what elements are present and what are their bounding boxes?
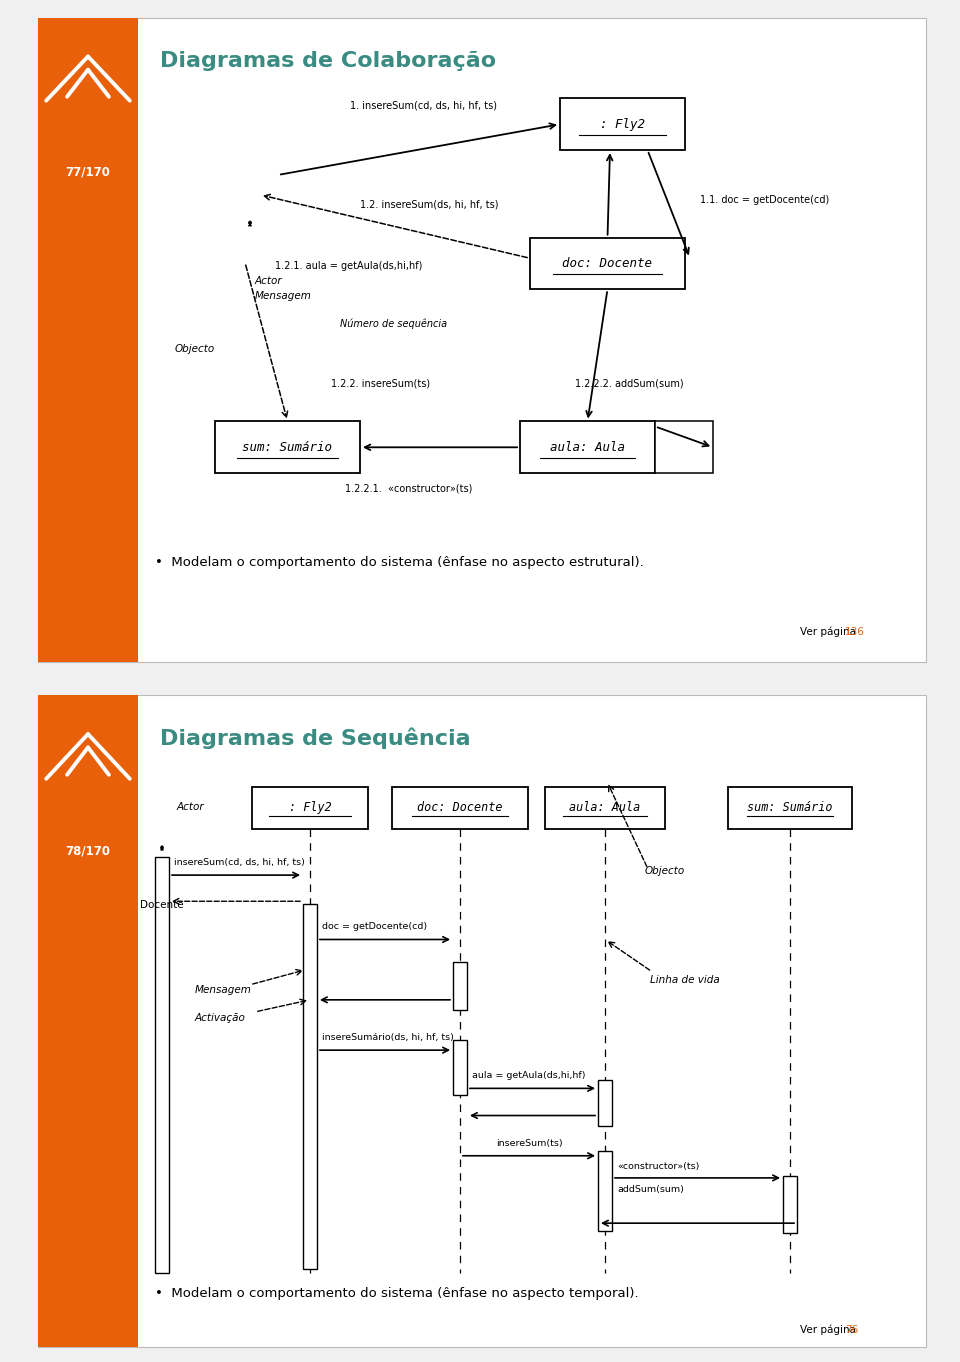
Text: Ver página: Ver página <box>800 1325 859 1335</box>
Text: 77/170: 77/170 <box>65 165 110 178</box>
Text: sum: Sumário: sum: Sumário <box>747 801 832 814</box>
FancyBboxPatch shape <box>38 18 138 662</box>
Text: sum: Sumário: sum: Sumário <box>243 441 332 454</box>
FancyBboxPatch shape <box>530 237 685 289</box>
Text: 1.2.2.2. addSum(sum): 1.2.2.2. addSum(sum) <box>575 379 684 388</box>
FancyBboxPatch shape <box>453 1041 467 1095</box>
Text: insereSum(cd, ds, hi, hf, ts): insereSum(cd, ds, hi, hf, ts) <box>174 858 305 868</box>
Text: 1.2.1. aula = getAula(ds,hi,hf): 1.2.1. aula = getAula(ds,hi,hf) <box>275 262 422 271</box>
Text: Ver página: Ver página <box>800 627 859 637</box>
Text: insereSum(ts): insereSum(ts) <box>495 1139 563 1148</box>
Text: 1.1. doc = getDocente(cd): 1.1. doc = getDocente(cd) <box>700 195 829 204</box>
Text: Objecto: Objecto <box>645 866 685 876</box>
Text: Activação: Activação <box>195 1013 246 1023</box>
FancyBboxPatch shape <box>545 787 665 829</box>
FancyBboxPatch shape <box>560 98 685 150</box>
FancyBboxPatch shape <box>598 1080 612 1125</box>
FancyBboxPatch shape <box>655 421 713 473</box>
Text: Docente: Docente <box>140 900 183 910</box>
FancyBboxPatch shape <box>728 787 852 829</box>
Text: insereSumário(ds, hi, hf, ts): insereSumário(ds, hi, hf, ts) <box>322 1034 454 1042</box>
Text: : Fly2: : Fly2 <box>600 117 645 131</box>
FancyBboxPatch shape <box>783 1175 797 1233</box>
Text: 76: 76 <box>845 1325 858 1335</box>
FancyBboxPatch shape <box>520 421 655 473</box>
Text: Número de sequência: Número de sequência <box>340 319 447 330</box>
Text: Objecto: Objecto <box>175 343 215 354</box>
Text: addSum(sum): addSum(sum) <box>617 1185 684 1194</box>
Text: 1.2. insereSum(ds, hi, hf, ts): 1.2. insereSum(ds, hi, hf, ts) <box>360 200 498 210</box>
Text: Diagramas de Colaboração: Diagramas de Colaboração <box>160 50 496 71</box>
FancyBboxPatch shape <box>215 421 360 473</box>
Text: •  Modelam o comportamento do sistema (ênfase no aspecto temporal).: • Modelam o comportamento do sistema (ên… <box>155 1287 638 1301</box>
Text: 1.2.2.1.  «constructor»(ts): 1.2.2.1. «constructor»(ts) <box>345 484 472 493</box>
Text: aula: Aula: aula: Aula <box>550 441 625 454</box>
Text: aula: Aula: aula: Aula <box>569 801 640 814</box>
Text: Mensagem: Mensagem <box>255 291 312 301</box>
Text: : Fly2: : Fly2 <box>289 801 331 814</box>
Text: aula = getAula(ds,hi,hf): aula = getAula(ds,hi,hf) <box>472 1072 586 1080</box>
Text: doc: Docente: doc: Docente <box>418 801 503 814</box>
Text: Actor: Actor <box>177 802 204 812</box>
FancyBboxPatch shape <box>392 787 528 829</box>
Text: Linha de vida: Linha de vida <box>650 975 720 985</box>
FancyBboxPatch shape <box>303 904 317 1269</box>
Text: Actor: Actor <box>255 276 282 286</box>
Text: doc = getDocente(cd): doc = getDocente(cd) <box>322 922 427 932</box>
Text: •  Modelam o comportamento do sistema (ênfase no aspecto estrutural).: • Modelam o comportamento do sistema (ên… <box>155 556 644 569</box>
Text: 136: 136 <box>845 627 865 637</box>
Text: Mensagem: Mensagem <box>195 985 252 994</box>
Text: 1.2.2. insereSum(ts): 1.2.2. insereSum(ts) <box>331 379 430 388</box>
Text: Diagramas de Sequência: Diagramas de Sequência <box>160 727 470 749</box>
Text: 78/170: 78/170 <box>65 844 110 858</box>
FancyBboxPatch shape <box>598 1151 612 1231</box>
Text: doc: Docente: doc: Docente <box>563 257 653 270</box>
FancyBboxPatch shape <box>38 695 926 1347</box>
FancyBboxPatch shape <box>38 695 138 1347</box>
FancyBboxPatch shape <box>155 857 169 1273</box>
FancyBboxPatch shape <box>252 787 368 829</box>
Text: «constructor»(ts): «constructor»(ts) <box>617 1162 700 1171</box>
FancyBboxPatch shape <box>453 962 467 1009</box>
FancyBboxPatch shape <box>38 18 926 662</box>
Text: 1. insereSum(cd, ds, hi, hf, ts): 1. insereSum(cd, ds, hi, hf, ts) <box>350 101 497 110</box>
